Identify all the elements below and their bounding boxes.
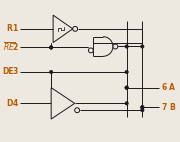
Circle shape [141,45,144,48]
Text: 4: 4 [12,99,17,108]
Circle shape [88,48,93,53]
Text: D: D [6,99,12,108]
Circle shape [125,86,128,89]
Circle shape [125,70,128,74]
Text: 1: 1 [12,24,17,33]
Text: A: A [169,83,175,92]
Text: 2: 2 [12,43,17,52]
Circle shape [73,26,78,31]
Circle shape [49,70,53,74]
Circle shape [141,106,144,109]
Circle shape [125,102,128,105]
Text: R: R [6,24,12,33]
Text: DE: DE [2,67,14,77]
Circle shape [49,46,53,49]
Circle shape [113,44,118,49]
Circle shape [141,108,144,112]
Text: B: B [169,103,175,112]
Circle shape [49,46,53,49]
Text: 3: 3 [12,67,17,77]
Text: 7: 7 [161,103,167,112]
Circle shape [141,106,144,109]
Circle shape [125,86,128,89]
Circle shape [125,45,128,48]
Circle shape [75,108,80,113]
Text: 6: 6 [161,83,166,92]
Text: $\overline{RE}$: $\overline{RE}$ [3,41,15,54]
